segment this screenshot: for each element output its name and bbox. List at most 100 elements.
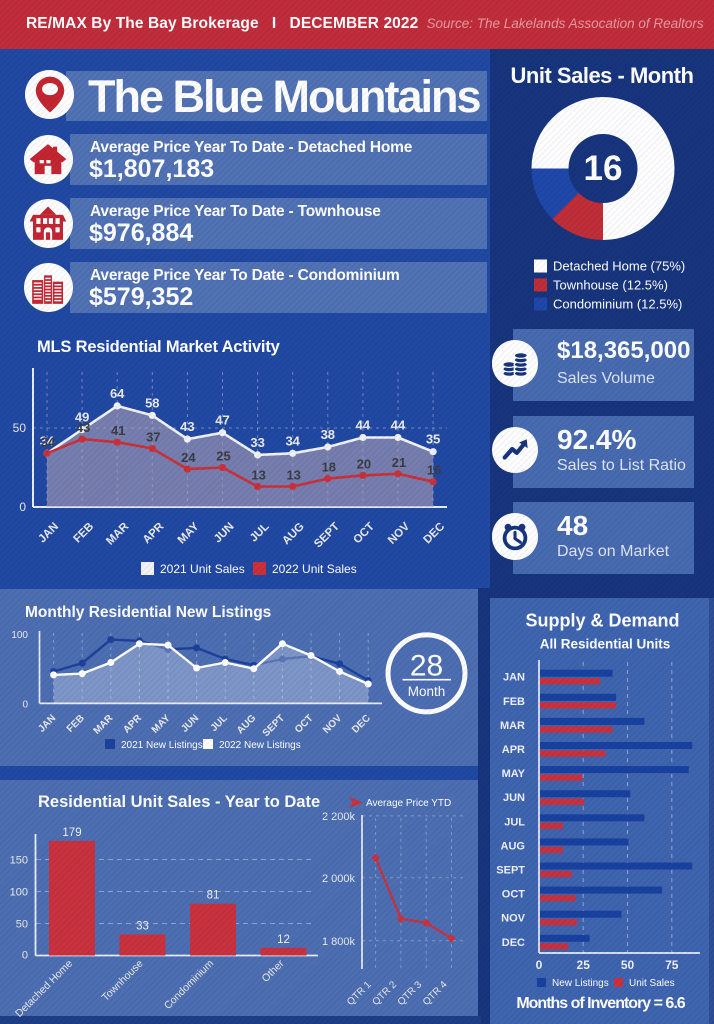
svg-text:13: 13 xyxy=(286,468,300,483)
svg-text:49: 49 xyxy=(75,410,89,425)
svg-text:35: 35 xyxy=(426,432,440,447)
svg-text:34: 34 xyxy=(41,434,56,449)
svg-text:New Listings: New Listings xyxy=(552,978,609,989)
svg-text:0: 0 xyxy=(22,950,28,962)
svg-text:12: 12 xyxy=(277,934,290,946)
svg-text:FEB: FEB xyxy=(71,521,96,546)
svg-text:0: 0 xyxy=(19,500,26,514)
svg-text:JUL: JUL xyxy=(209,713,230,734)
svg-text:58: 58 xyxy=(145,395,159,410)
svg-text:JUL: JUL xyxy=(504,816,525,828)
svg-text:OCT: OCT xyxy=(351,521,377,547)
svg-text:Unit Sales: Unit Sales xyxy=(629,978,675,989)
svg-text:2 200k: 2 200k xyxy=(322,811,356,823)
svg-text:38: 38 xyxy=(321,427,335,442)
svg-text:DEC: DEC xyxy=(350,713,373,736)
svg-text:Month: Month xyxy=(408,684,446,699)
svg-text:APR: APR xyxy=(141,520,167,546)
svg-text:JUN: JUN xyxy=(179,713,201,735)
svg-text:APR: APR xyxy=(121,712,144,735)
svg-text:All Residential Units: All Residential Units xyxy=(540,637,671,652)
svg-text:OCT: OCT xyxy=(293,713,316,736)
svg-text:QTR 2: QTR 2 xyxy=(370,979,399,1008)
svg-text:Months of Inventory = 6.6: Months of Inventory = 6.6 xyxy=(516,995,685,1012)
svg-text:MAY: MAY xyxy=(150,713,173,736)
svg-text:Townhouse: Townhouse xyxy=(100,958,146,1004)
svg-text:APR: APR xyxy=(502,744,525,756)
svg-text:NOV: NOV xyxy=(321,713,344,736)
svg-text:2022 Unit Sales: 2022 Unit Sales xyxy=(272,562,357,576)
svg-text:0: 0 xyxy=(22,699,28,710)
svg-text:MLS Residential Market Activit: MLS Residential Market Activity xyxy=(37,338,281,356)
svg-text:44: 44 xyxy=(356,418,371,433)
svg-text:Average Price YTD: Average Price YTD xyxy=(366,798,451,809)
svg-text:50: 50 xyxy=(621,958,635,972)
svg-text:43: 43 xyxy=(76,420,90,435)
svg-text:64: 64 xyxy=(110,386,125,401)
svg-text:50: 50 xyxy=(16,919,28,931)
svg-text:43: 43 xyxy=(180,419,194,434)
svg-text:28: 28 xyxy=(410,650,443,683)
svg-text:JAN: JAN xyxy=(503,672,525,684)
svg-text:2021 New Listings: 2021 New Listings xyxy=(121,740,203,751)
svg-text:33: 33 xyxy=(250,435,264,450)
svg-text:Detached Home: Detached Home xyxy=(13,958,75,1020)
svg-text:AUG: AUG xyxy=(235,713,259,737)
svg-text:34: 34 xyxy=(40,433,55,448)
svg-text:25: 25 xyxy=(577,958,591,972)
svg-text:0: 0 xyxy=(536,958,543,972)
svg-text:OCT: OCT xyxy=(502,889,526,901)
svg-text:13: 13 xyxy=(251,468,265,483)
svg-text:NOV: NOV xyxy=(501,913,526,925)
svg-text:QTR 1: QTR 1 xyxy=(345,979,374,1008)
svg-text:Condominium (12.5%): Condominium (12.5%) xyxy=(553,297,682,312)
svg-text:JAN: JAN xyxy=(36,713,58,735)
svg-text:34: 34 xyxy=(285,433,300,448)
svg-text:Condominium: Condominium xyxy=(162,957,216,1011)
svg-text:AUG: AUG xyxy=(501,840,525,852)
svg-text:50: 50 xyxy=(13,421,27,435)
svg-text:AUG: AUG xyxy=(280,521,307,548)
svg-text:SEPT: SEPT xyxy=(312,521,342,551)
svg-text:Residential Unit Sales - Year: Residential Unit Sales - Year to Date xyxy=(38,793,320,811)
svg-text:SEPT: SEPT xyxy=(261,713,287,739)
svg-text:33: 33 xyxy=(136,920,149,932)
svg-text:1 800k: 1 800k xyxy=(322,936,356,948)
svg-text:Monthly Residential New Listin: Monthly Residential New Listings xyxy=(25,604,271,621)
svg-text:2022 New Listings: 2022 New Listings xyxy=(219,740,301,751)
svg-text:21: 21 xyxy=(392,455,406,470)
svg-text:MAY: MAY xyxy=(176,520,202,546)
svg-text:DEC: DEC xyxy=(502,937,525,949)
svg-text:QTR 3: QTR 3 xyxy=(396,979,425,1008)
svg-text:MAY: MAY xyxy=(502,768,526,780)
svg-text:MAR: MAR xyxy=(104,520,131,547)
svg-text:75: 75 xyxy=(665,958,679,972)
svg-text:Supply & Demand: Supply & Demand xyxy=(525,611,679,631)
svg-text:37: 37 xyxy=(146,430,160,445)
svg-text:179: 179 xyxy=(62,827,81,839)
svg-text:16: 16 xyxy=(427,463,441,478)
svg-text:2 000k: 2 000k xyxy=(322,873,356,885)
svg-text:20: 20 xyxy=(357,456,371,471)
svg-text:150: 150 xyxy=(10,855,28,867)
svg-text:MAR: MAR xyxy=(92,712,116,736)
svg-text:JUN: JUN xyxy=(503,792,525,804)
svg-text:MAR: MAR xyxy=(500,720,525,732)
svg-text:41: 41 xyxy=(111,423,125,438)
svg-text:Detached Home (75%): Detached Home (75%) xyxy=(553,259,685,274)
svg-text:Townhouse (12.5%): Townhouse (12.5%) xyxy=(553,278,668,293)
svg-text:44: 44 xyxy=(391,418,406,433)
svg-text:QTR 4: QTR 4 xyxy=(421,979,450,1008)
svg-text:SEPT: SEPT xyxy=(496,865,525,877)
svg-text:JUN: JUN xyxy=(212,521,237,546)
svg-text:JAN: JAN xyxy=(36,521,61,546)
svg-text:24: 24 xyxy=(181,450,196,465)
svg-text:100: 100 xyxy=(11,630,28,641)
svg-text:FEB: FEB xyxy=(65,713,87,735)
svg-text:FEB: FEB xyxy=(503,696,525,708)
svg-text:18: 18 xyxy=(322,460,336,475)
svg-text:47: 47 xyxy=(215,413,229,428)
svg-text:25: 25 xyxy=(216,449,230,464)
svg-text:NOV: NOV xyxy=(386,520,412,546)
svg-text:DEC: DEC xyxy=(422,521,448,547)
